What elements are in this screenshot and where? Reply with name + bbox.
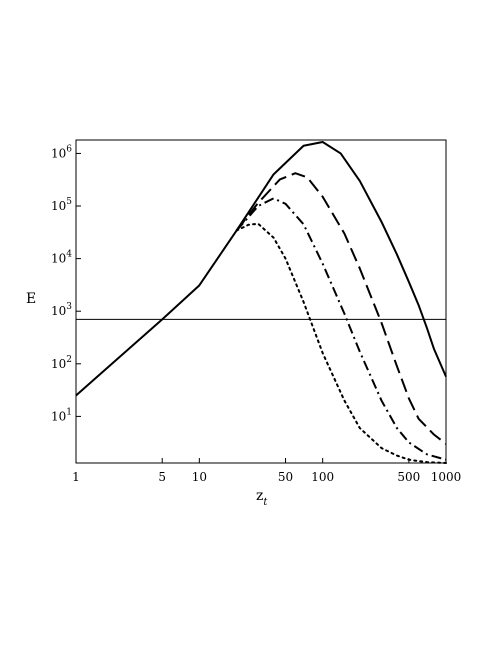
series-line-dashed bbox=[235, 172, 447, 445]
x-ticks: 1 5 10 50 100 500 1000 bbox=[72, 458, 461, 484]
series-line-dotted bbox=[235, 222, 447, 464]
y-tick-base: 10 bbox=[51, 304, 66, 318]
y-tick-base: 10 bbox=[51, 146, 66, 160]
y-tick-base: 10 bbox=[51, 357, 66, 371]
x-tick-label: 500 bbox=[397, 470, 420, 484]
y-tick-base: 10 bbox=[51, 409, 66, 423]
x-tick-label: 10 bbox=[192, 470, 207, 484]
plot-frame bbox=[75, 139, 447, 464]
x-tick-label: 1000 bbox=[431, 470, 462, 484]
x-tick-label: 100 bbox=[311, 470, 334, 484]
y-tick-exponent: 2 bbox=[66, 355, 72, 365]
x-axis-label-subscript: t bbox=[263, 497, 268, 508]
y-tick-exponent: 6 bbox=[66, 144, 72, 154]
x-axis-label: zt bbox=[256, 488, 268, 508]
series-layer bbox=[75, 140, 447, 464]
y-tick-base: 10 bbox=[51, 199, 66, 213]
y-tick-exponent: 4 bbox=[66, 250, 72, 260]
x-tick-label: 50 bbox=[278, 470, 293, 484]
y-tick-label: 105 bbox=[51, 197, 72, 213]
x-tick-label: 5 bbox=[158, 470, 166, 484]
y-axis-label: E bbox=[26, 291, 36, 307]
x-axis-label-main: z bbox=[256, 488, 263, 504]
y-tick-exponent: 1 bbox=[66, 407, 72, 417]
y-tick-label: 104 bbox=[51, 250, 72, 266]
series-line-dashdot bbox=[235, 197, 447, 461]
x-tick-label: 1 bbox=[72, 470, 80, 484]
y-tick-exponent: 5 bbox=[66, 197, 72, 207]
y-tick-label: 106 bbox=[51, 144, 72, 160]
y-tick-label: 103 bbox=[51, 302, 72, 318]
y-tick-base: 10 bbox=[51, 252, 66, 266]
y-tick-label: 101 bbox=[51, 407, 72, 423]
series-line-solid bbox=[75, 140, 447, 397]
y-tick-label: 102 bbox=[51, 355, 72, 371]
y-tick-exponent: 3 bbox=[66, 302, 72, 312]
